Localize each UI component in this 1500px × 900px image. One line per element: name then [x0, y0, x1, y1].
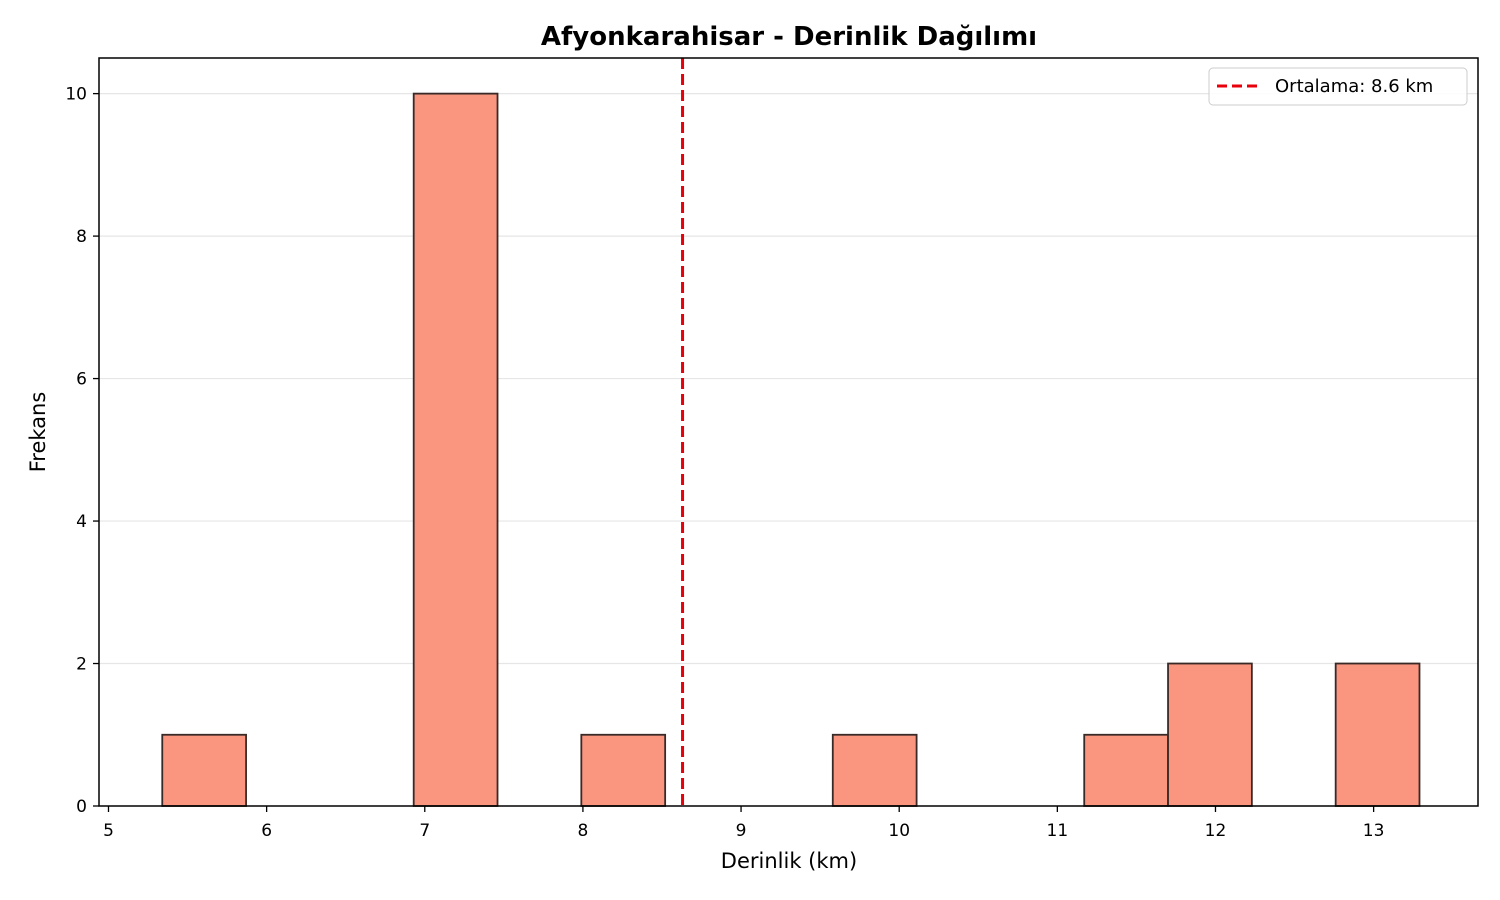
histogram-bar: [412, 92, 499, 807]
x-tick-label: 11: [1047, 821, 1069, 841]
legend-box: [1208, 67, 1468, 106]
x-axis-label: Derinlik (km): [721, 849, 857, 873]
y-tick-label: 2: [76, 655, 87, 675]
chart-title: Afyonkarahisar - Derinlik Dağılımı: [541, 22, 1037, 52]
x-tick-label: 10: [888, 821, 910, 841]
histogram-bar: [1083, 733, 1169, 807]
x-tick-label: 6: [261, 821, 272, 841]
y-tick-label: 4: [76, 512, 87, 532]
x-axis-ticks: 5 6 7 8 9 10 11 12 13: [103, 806, 1384, 841]
y-tick-label: 6: [76, 370, 87, 390]
histogram-bar: [831, 733, 918, 807]
histogram-bars: [161, 92, 1421, 807]
y-axis-label: Frekans: [26, 392, 50, 473]
x-tick-label: 12: [1205, 821, 1227, 841]
x-tick-label: 7: [419, 821, 430, 841]
y-axis-ticks: 0 2 4 6 8 10: [65, 85, 99, 817]
histogram-bar: [1167, 662, 1253, 807]
x-tick-label: 8: [578, 821, 589, 841]
y-tick-label: 10: [65, 85, 87, 105]
plot-frame: [98, 57, 1479, 807]
y-tick-label: 0: [76, 797, 87, 817]
histogram-bar: [1334, 662, 1421, 807]
x-tick-label: 9: [736, 821, 747, 841]
histogram-bar: [580, 733, 667, 807]
x-tick-label: 5: [103, 821, 114, 841]
y-tick-label: 8: [76, 227, 87, 247]
legend: Ortalama: 8.6 km: [1208, 67, 1468, 106]
x-tick-label: 13: [1363, 821, 1385, 841]
histogram-bar: [161, 733, 247, 807]
legend-label-mean: Ortalama: 8.6 km: [1275, 76, 1433, 97]
